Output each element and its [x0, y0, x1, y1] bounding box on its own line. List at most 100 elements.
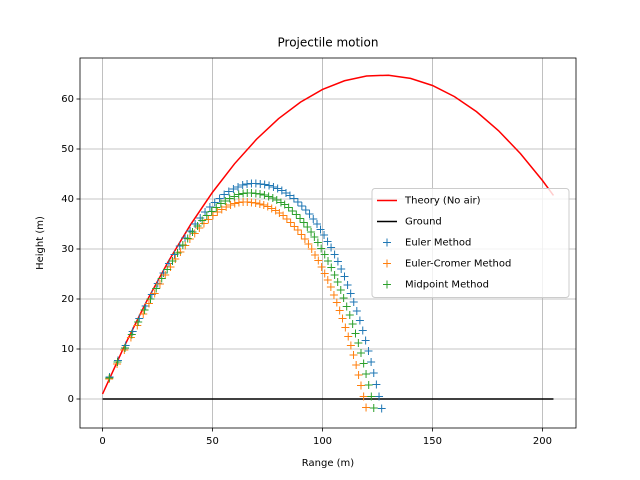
point: [230, 199, 239, 208]
point: [333, 257, 342, 266]
plot-area: [101, 74, 555, 413]
point: [260, 191, 269, 199]
legend: Theory (No air) Ground Euler Method Euler-C…: [371, 188, 570, 298]
point: [329, 291, 338, 299]
point: [284, 203, 293, 212]
point: [307, 228, 316, 236]
point: [215, 194, 224, 203]
point: [320, 231, 329, 239]
point: [286, 218, 295, 227]
point: [362, 370, 371, 378]
point: [335, 306, 344, 315]
point: [311, 251, 320, 259]
point: [229, 185, 238, 193]
point: [268, 194, 277, 202]
y-axis-label: Height (m): [35, 216, 46, 270]
point: [304, 240, 313, 248]
point: [277, 186, 286, 195]
point: [324, 257, 332, 265]
point: [338, 314, 347, 323]
point: [282, 215, 291, 223]
point: [198, 216, 207, 225]
point: [155, 280, 164, 288]
x-tick-label: 0: [99, 436, 105, 447]
point: [356, 381, 365, 390]
point: [332, 298, 341, 307]
point: [120, 346, 129, 354]
point: [293, 198, 302, 206]
point: [139, 310, 148, 318]
point: [144, 299, 153, 308]
point: [362, 403, 371, 412]
point: [288, 207, 297, 215]
point: [204, 215, 213, 224]
point: [222, 203, 231, 211]
point: [220, 190, 229, 199]
point: [326, 283, 335, 291]
point: [193, 222, 202, 230]
point: [105, 374, 114, 382]
point: [272, 196, 281, 204]
point: [264, 192, 273, 201]
legend-label: Theory (No air): [404, 196, 481, 207]
point: [113, 358, 122, 366]
point: [225, 194, 234, 203]
point: [340, 272, 349, 281]
point: [345, 311, 354, 319]
point: [337, 265, 346, 273]
x-tick-label: 50: [206, 436, 219, 447]
x-axis-label: Range (m): [302, 458, 355, 469]
point: [367, 392, 376, 401]
point: [299, 218, 308, 227]
point: [152, 284, 161, 293]
point: [341, 323, 350, 332]
legend-label: Euler Method: [405, 238, 471, 249]
point: [161, 271, 170, 279]
point: [351, 329, 360, 338]
point: [259, 201, 268, 209]
point: [173, 249, 182, 257]
point: [267, 204, 276, 213]
point: [238, 181, 247, 189]
point: [309, 215, 318, 223]
point: [195, 224, 204, 232]
point: [327, 243, 336, 252]
chart-title: Projectile motion: [278, 36, 379, 50]
point: [256, 190, 265, 198]
point: [307, 245, 316, 253]
point: [127, 330, 136, 339]
point: [339, 294, 348, 302]
point: [314, 256, 323, 265]
point: [292, 210, 301, 219]
point: [188, 228, 197, 236]
point: [212, 203, 221, 212]
point: [369, 369, 378, 377]
legend-marker: [383, 238, 391, 247]
point: [159, 269, 168, 277]
x-tick-label: 100: [313, 436, 332, 447]
point: [352, 361, 361, 369]
legend-marker: [383, 280, 391, 289]
point: [349, 351, 358, 359]
point: [255, 200, 264, 208]
point: [377, 404, 386, 413]
point: [323, 276, 332, 284]
point: [163, 265, 172, 274]
point: [354, 339, 363, 347]
point: [316, 225, 325, 234]
point: [226, 201, 235, 209]
point: [157, 274, 166, 283]
x-tick-label: 150: [423, 436, 442, 447]
point: [269, 183, 278, 191]
point: [320, 250, 329, 259]
point: [330, 271, 339, 279]
y-tick-label: 20: [61, 294, 74, 305]
point: [317, 263, 326, 271]
point: [150, 289, 159, 298]
point: [305, 210, 314, 218]
point: [359, 359, 368, 368]
point: [224, 187, 233, 196]
y-tick-label: 30: [61, 244, 74, 255]
point: [367, 358, 376, 366]
